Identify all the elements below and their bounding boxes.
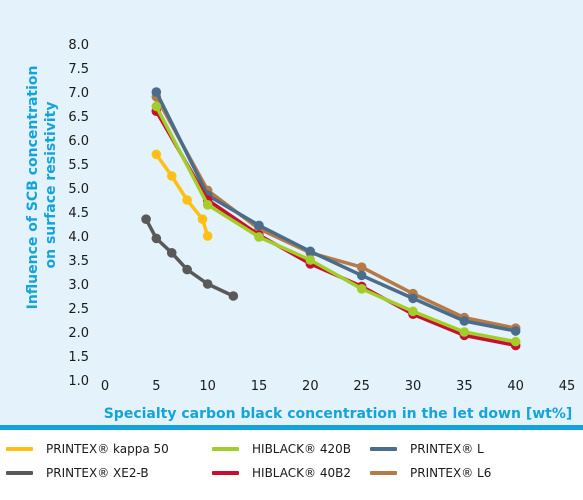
data-point-printex-l6 (356, 262, 367, 273)
series-hiblack-420b (151, 101, 521, 347)
legend-swatch (370, 447, 397, 451)
y-tick-label: 5.0 (68, 182, 89, 197)
y-axis-title: Influence of SCB concentration on surfac… (25, 61, 59, 310)
x-tick-label: 35 (456, 379, 473, 394)
legend-label: HIBLACK® 40B2 (252, 466, 351, 480)
legend: PRINTEX® kappa 50 HIBLACK® 420B PRINTEX® L… (0, 440, 583, 500)
y-tick-label: 3.0 (68, 278, 89, 293)
x-tick-label: 20 (302, 379, 319, 394)
series-line-printex-l (154, 90, 518, 333)
legend-label: PRINTEX® XE2-B (46, 466, 149, 480)
series-layer (141, 87, 521, 351)
y-tick-label: 6.0 (68, 134, 89, 149)
y-tick-label: 5.5 (68, 158, 89, 173)
legend-item-printex-l: PRINTEX® L (370, 440, 484, 458)
series-line-hiblack-420b (154, 104, 518, 344)
x-tick-label: 10 (199, 379, 216, 394)
data-point-hiblack-420b (356, 284, 367, 294)
x-tick-label: 5 (152, 379, 160, 394)
y-tick-label: 1.5 (68, 350, 89, 365)
data-point-printex-l (305, 246, 316, 257)
data-point-printex-xe2-b (202, 279, 213, 289)
x-tick-label: 15 (251, 379, 268, 394)
series-line-printex-kappa-50 (154, 152, 210, 238)
data-point-printex-xe2-b (182, 264, 192, 275)
y-tick-label: 1.0 (68, 374, 89, 389)
data-point-hiblack-420b (202, 200, 213, 210)
x-tick-label: 25 (353, 379, 370, 394)
data-point-printex-xe2-b (151, 233, 162, 244)
data-point-hiblack-420b (254, 232, 264, 242)
legend-swatch (212, 447, 239, 451)
data-point-printex-kappa-50 (166, 171, 177, 181)
y-tick-label: 2.0 (68, 326, 89, 341)
data-point-printex-kappa-50 (182, 195, 192, 205)
legend-swatch (370, 471, 397, 475)
data-point-printex-xe2-b (166, 248, 177, 258)
x-tick-label: 40 (507, 379, 524, 394)
x-tick-label: 30 (405, 379, 422, 394)
legend-item-printex-l6: PRINTEX® L6 (370, 464, 491, 482)
y-tick-label: 4.5 (68, 206, 89, 221)
data-point-hiblack-420b (151, 101, 162, 112)
data-point-printex-xe2-b (228, 291, 239, 301)
y-axis-title-line-2: on surface resistivity (43, 102, 59, 269)
data-point-printex-l (151, 87, 162, 97)
data-point-printex-l (510, 326, 521, 336)
legend-swatch (212, 471, 239, 475)
series-line-printex-l6 (154, 95, 518, 330)
data-point-printex-kappa-50 (202, 231, 213, 241)
data-point-printex-kappa-50 (197, 214, 208, 224)
data-point-printex-l (408, 293, 418, 304)
series-printex-l (151, 87, 521, 336)
data-point-hiblack-420b (510, 336, 521, 347)
data-point-printex-l (254, 220, 264, 231)
legend-item-hiblack-420b: HIBLACK® 420B (212, 440, 351, 458)
legend-item-hiblack-40b2: HIBLACK® 40B2 (212, 464, 351, 482)
legend-label: PRINTEX® kappa 50 (46, 442, 169, 456)
x-tick-label: 45 (559, 379, 576, 394)
series-line-hiblack-40b2 (154, 109, 518, 348)
legend-item-printex-kappa-50: PRINTEX® kappa 50 (6, 440, 169, 458)
y-tick-label: 2.5 (68, 302, 89, 317)
y-axis-ticks: 1.0 1.5 2.0 2.5 3.0 3.5 4.0 4.5 5.0 5.5 6.0 6.5 7.0 7… (68, 38, 89, 389)
legend-swatch (6, 471, 33, 475)
x-tick-label: 0 (101, 379, 109, 394)
data-point-printex-l (356, 270, 367, 281)
series-printex-xe2-b (141, 214, 239, 301)
y-axis-title-line-1: Influence of SCB concentration (25, 65, 41, 309)
y-tick-label: 7.5 (68, 62, 89, 77)
data-point-printex-l (459, 316, 470, 326)
data-point-printex-xe2-b (141, 214, 151, 224)
chart-panel: 1.0 1.5 2.0 2.5 3.0 3.5 4.0 4.5 5.0 5.5 6.0 6.5 7.0 7… (0, 0, 583, 430)
x-axis-ticks: 0 5 10 15 20 25 30 35 40 45 (101, 379, 575, 394)
data-point-hiblack-420b (305, 255, 316, 265)
y-tick-label: 3.5 (68, 254, 89, 269)
y-tick-label: 6.5 (68, 110, 89, 125)
line-chart: 1.0 1.5 2.0 2.5 3.0 3.5 4.0 4.5 5.0 5.5 6.0 6.5 7.0 7… (25, 38, 575, 422)
y-tick-label: 7.0 (68, 86, 89, 101)
series-printex-l6 (151, 92, 521, 333)
legend-label: HIBLACK® 420B (252, 442, 351, 456)
legend-label: PRINTEX® L6 (410, 466, 492, 480)
data-point-printex-kappa-50 (151, 149, 162, 160)
legend-swatch (6, 447, 33, 451)
data-point-hiblack-420b (408, 306, 418, 317)
legend-label: PRINTEX® L (410, 442, 484, 456)
series-line-printex-xe2-b (144, 217, 236, 298)
y-tick-label: 4.0 (68, 230, 89, 245)
x-axis-title: Specialty carbon black concentration in … (104, 406, 573, 422)
data-point-hiblack-420b (459, 327, 470, 337)
legend-item-printex-xe2-b: PRINTEX® XE2-B (6, 464, 149, 482)
y-tick-label: 8.0 (68, 38, 89, 53)
series-printex-kappa-50 (151, 149, 213, 241)
